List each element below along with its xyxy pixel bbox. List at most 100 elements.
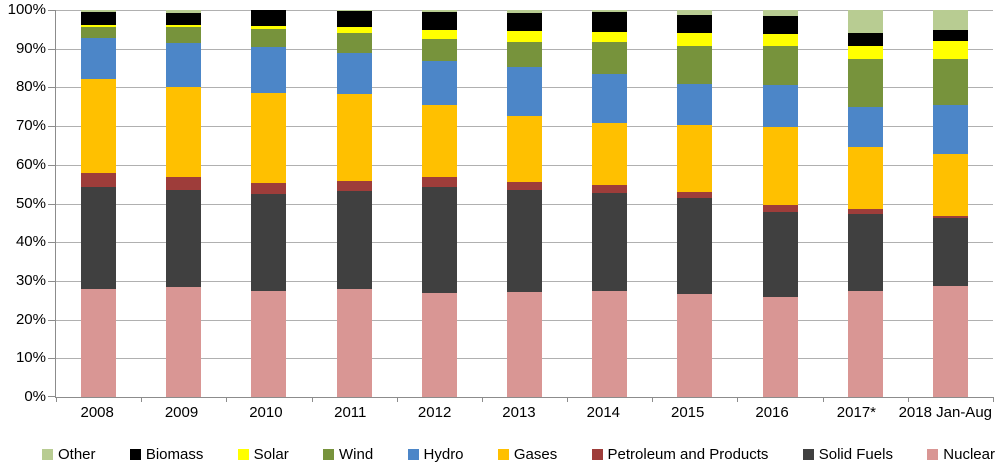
legend-item-petroleum-and-products: Petroleum and Products bbox=[591, 446, 769, 463]
x-axis: 2008 2009 2010 2011 2012 2013 2014 2015 2016 2017… bbox=[55, 404, 992, 421]
segment-gases-2014 bbox=[592, 123, 628, 186]
segment-other-2008 bbox=[81, 10, 117, 12]
segment-biomass-2012 bbox=[421, 12, 457, 30]
segment-petroleum-and-products-2012 bbox=[421, 176, 457, 187]
x-tick bbox=[567, 397, 569, 402]
x-tick bbox=[141, 397, 143, 402]
segment-solar-2013 bbox=[507, 30, 543, 42]
x-tick bbox=[822, 397, 824, 402]
segment-solid-fuels-2009 bbox=[166, 189, 202, 288]
x-axis-label-2012: 2012 bbox=[417, 404, 452, 421]
segment-solid-fuels-2015 bbox=[677, 198, 713, 294]
segment-solar-2016 bbox=[762, 34, 798, 46]
x-axis-label-2008: 2008 bbox=[80, 404, 114, 421]
legend-item-solar: Solar bbox=[237, 446, 289, 463]
bars bbox=[56, 10, 993, 397]
legend-item-gases: Gases bbox=[497, 446, 557, 463]
bar-2008 bbox=[81, 10, 117, 397]
segment-biomass-2015 bbox=[677, 14, 713, 34]
segment-nuclear-2015 bbox=[677, 293, 713, 397]
segment-other-2011 bbox=[336, 10, 372, 12]
segment-petroleum-and-products-2010 bbox=[251, 183, 287, 195]
segment-other-2013 bbox=[507, 10, 543, 13]
x-axis-label-2013: 2013 bbox=[502, 404, 536, 421]
x-axis-label-2009: 2009 bbox=[164, 404, 199, 421]
legend-label: Solid Fuels bbox=[818, 446, 893, 463]
legend-label: Petroleum and Products bbox=[607, 446, 769, 463]
legend: Other Biomass Solar Wind Hydro Gases Petroleum… bbox=[42, 446, 995, 463]
legend-item-other: Other bbox=[42, 446, 96, 463]
bar-slot-2010 bbox=[226, 10, 311, 397]
segment-petroleum-and-products-2014 bbox=[592, 185, 628, 193]
legend-item-wind: Wind bbox=[323, 446, 373, 463]
segment-solar-2014 bbox=[592, 32, 628, 43]
legend-item-hydro: Hydro bbox=[407, 446, 464, 463]
bar-2009 bbox=[166, 10, 202, 397]
plot-area bbox=[48, 10, 994, 402]
bar-2013 bbox=[507, 10, 543, 397]
bar-slot-2015 bbox=[652, 10, 737, 397]
segment-solar-2011 bbox=[336, 27, 372, 33]
segment-gases-2018-jan-aug bbox=[932, 153, 968, 216]
x-tick bbox=[993, 397, 994, 402]
bar-slot-2016 bbox=[738, 10, 823, 397]
segment-solar-2015 bbox=[677, 33, 713, 46]
segment-petroleum-and-products-2008 bbox=[81, 172, 117, 187]
y-axis-label: 90% bbox=[15, 39, 46, 57]
segment-nuclear-2010 bbox=[251, 290, 287, 397]
segment-gases-2010 bbox=[251, 92, 287, 183]
segment-wind-2013 bbox=[507, 41, 543, 68]
legend-label: Other bbox=[58, 446, 96, 463]
segment-hydro-2012 bbox=[421, 60, 457, 106]
bar-2014 bbox=[592, 10, 628, 397]
segment-wind-2018-jan-aug bbox=[932, 59, 968, 106]
segment-nuclear-2013 bbox=[507, 292, 543, 397]
segment-petroleum-and-products-2015 bbox=[677, 192, 713, 199]
segment-other-2017 bbox=[847, 10, 883, 33]
bar-slot-2018-jan-aug bbox=[908, 10, 993, 397]
legend-label: Wind bbox=[339, 446, 374, 463]
segment-wind-2015 bbox=[677, 45, 713, 84]
segment-nuclear-2016 bbox=[762, 297, 798, 397]
y-axis-label: 60% bbox=[15, 155, 46, 173]
y-axis-label: 10% bbox=[15, 349, 46, 367]
segment-biomass-2016 bbox=[762, 15, 798, 35]
segment-solid-fuels-2010 bbox=[251, 194, 287, 291]
segment-other-2014 bbox=[592, 10, 628, 13]
x-axis-label-2016: 2016 bbox=[755, 404, 789, 421]
segment-biomass-2009 bbox=[166, 13, 202, 26]
bar-slot-2008 bbox=[56, 10, 141, 397]
segment-hydro-2013 bbox=[507, 67, 543, 116]
segment-solid-fuels-2018-jan-aug bbox=[932, 217, 968, 286]
x-tick bbox=[737, 397, 739, 402]
x-tick bbox=[396, 397, 398, 402]
segment-solid-fuels-2014 bbox=[592, 192, 628, 291]
segment-nuclear-2014 bbox=[592, 290, 628, 397]
segment-solar-2009 bbox=[166, 25, 202, 27]
bar-2012 bbox=[421, 10, 457, 397]
segment-other-2015 bbox=[677, 10, 713, 15]
segment-biomass-2018-jan-aug bbox=[932, 30, 968, 41]
legend-label: Hydro bbox=[423, 446, 464, 463]
y-axis-label: 0% bbox=[24, 388, 46, 405]
segment-solar-2018-jan-aug bbox=[932, 41, 968, 60]
segment-solar-2010 bbox=[251, 26, 287, 29]
segment-wind-2012 bbox=[421, 39, 457, 61]
segment-gases-2008 bbox=[81, 78, 117, 173]
y-tick-50% bbox=[48, 203, 55, 205]
legend-swatch-hydro bbox=[407, 449, 419, 460]
segment-hydro-2011 bbox=[336, 52, 372, 95]
legend-item-biomass: Biomass bbox=[129, 446, 204, 463]
y-tick-100% bbox=[48, 10, 55, 11]
x-tick bbox=[311, 397, 313, 402]
segment-hydro-2008 bbox=[81, 37, 117, 79]
y-tick-10% bbox=[48, 358, 55, 360]
x-axis-label-2011: 2011 bbox=[334, 404, 367, 421]
legend-label: Biomass bbox=[145, 446, 204, 463]
legend-swatch-solid-fuels bbox=[802, 449, 814, 460]
segment-gases-2009 bbox=[166, 86, 202, 177]
y-tick-0% bbox=[48, 396, 55, 397]
segment-wind-2010 bbox=[251, 29, 287, 47]
bar-2015 bbox=[677, 10, 713, 397]
segment-petroleum-and-products-2011 bbox=[336, 181, 372, 192]
